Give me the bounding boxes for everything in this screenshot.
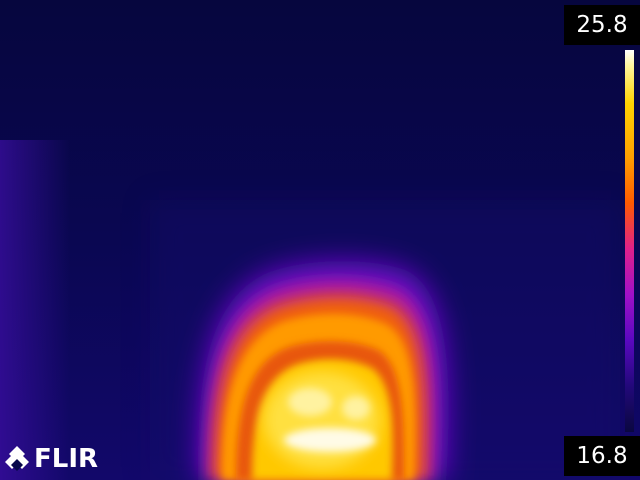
min-temperature-label: 16.8 (564, 436, 640, 476)
max-temperature-label: 25.8 (564, 5, 640, 45)
flir-logo: FLIR (4, 443, 104, 477)
flir-logo-icon (5, 446, 29, 471)
color-scale-bar (625, 50, 634, 432)
flir-logo-text: FLIR (34, 444, 99, 474)
